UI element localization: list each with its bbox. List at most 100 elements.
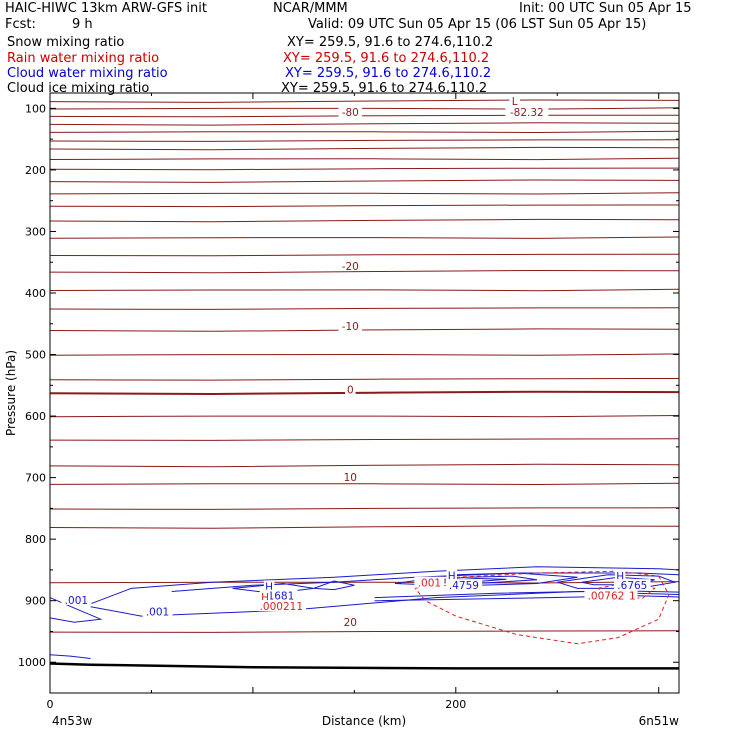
y-tick-label: 300 xyxy=(25,225,46,238)
temperature-label-bg xyxy=(341,616,359,628)
cloud-water-label-bg xyxy=(263,580,275,592)
cloud-water-label-bg xyxy=(61,593,92,605)
temperature-contour xyxy=(49,253,680,257)
header-init: Init: 00 UTC Sun 05 Apr 15 xyxy=(519,1,692,16)
cloud-water-label-bg xyxy=(614,569,626,581)
x-endpoint-left: 4n53w xyxy=(52,714,93,728)
temperature-contour xyxy=(49,218,680,223)
temperature-contour xyxy=(49,107,680,110)
y-tick-label: 900 xyxy=(25,595,46,608)
header-title: HAIC-HIWC 13km ARW-GFS init xyxy=(5,1,207,16)
rain-water-label-bg xyxy=(584,589,628,601)
rain-water-label: 1 xyxy=(629,591,636,603)
cloud-water-label: .001 xyxy=(65,595,88,607)
cloud-water-label-bg xyxy=(446,569,457,581)
temperature-contour xyxy=(49,204,680,208)
temperature-label: 20 xyxy=(344,617,357,629)
cloud-water-label: .1681 xyxy=(264,591,294,603)
temperature-contour xyxy=(49,353,680,356)
temperature-contour xyxy=(49,525,680,529)
y-tick-label: 1000 xyxy=(18,656,46,669)
temperature-label-bg xyxy=(345,383,356,395)
cloud-water-label: .4759 xyxy=(449,580,479,592)
rain-water-label: .001 xyxy=(418,578,441,590)
temperature-contour xyxy=(49,179,680,183)
x-endpoint-right: 6n51w xyxy=(639,714,680,728)
y-tick-label: 800 xyxy=(25,533,46,546)
temperature-contours xyxy=(49,99,680,633)
cloud-water-label: .001 xyxy=(146,607,169,619)
cloud-water-label-bg xyxy=(142,605,173,617)
temperature-contour xyxy=(49,438,680,441)
temperature-contour xyxy=(49,122,680,126)
header-fcst-value: 9 h xyxy=(72,17,93,32)
cloud-water-contour xyxy=(374,595,680,602)
field-rain-xy: XY= 259.5, 91.6 to 274.6,110.2 xyxy=(283,51,490,66)
temperature-contour xyxy=(49,630,680,633)
header-valid: Valid: 09 UTC Sun 05 Apr 15 (06 LST Sun … xyxy=(308,17,647,32)
rain-water-label-bg xyxy=(627,589,638,601)
rain-water-label: .000211 xyxy=(260,601,303,613)
field-cloudice-name: Cloud ice mixing ratio xyxy=(7,81,150,96)
cloud-water-contour xyxy=(374,590,680,599)
temperature-label-bg xyxy=(338,105,363,117)
temperature-contour xyxy=(49,99,680,103)
temperature-contour xyxy=(49,157,680,161)
temperature-contour xyxy=(49,236,680,239)
cloud-water-label: .6765 xyxy=(617,580,647,592)
x-tick-label: 200 xyxy=(445,698,466,711)
field-snow-xy: XY= 259.5, 91.6 to 274.6,110.2 xyxy=(287,35,494,50)
field-snow-name: Snow mixing ratio xyxy=(7,35,125,50)
temperature-contour xyxy=(49,415,680,418)
cloud-water-contour xyxy=(313,580,355,591)
cloud-water-label: H xyxy=(616,571,624,583)
temperature-label: -80 xyxy=(342,107,359,119)
temperature-label: -10 xyxy=(342,321,359,333)
y-axis-title: Pressure (hPa) xyxy=(4,350,18,436)
cloud-water-label: H xyxy=(448,570,456,582)
cloud-water-contour xyxy=(49,654,91,659)
field-cloudwater-xy: XY= 259.5, 91.6 to 274.6,110.2 xyxy=(285,66,492,81)
y-tick-label: 600 xyxy=(25,410,46,423)
y-tick-label: 100 xyxy=(25,102,46,115)
temperature-label: -20 xyxy=(342,261,359,273)
y-tick-label: 700 xyxy=(25,472,46,485)
temperature-contour xyxy=(49,482,680,486)
temperature-contour xyxy=(49,328,680,332)
temperature-label-bg xyxy=(338,320,363,332)
x-tick-label: 0 xyxy=(47,698,54,711)
cloud-water-label-bg xyxy=(261,589,298,601)
rain-water-label-bg xyxy=(256,600,307,612)
temperature-label: 0 xyxy=(347,384,354,396)
field-cloudwater-name: Cloud water mixing ratio xyxy=(7,66,168,81)
plot-frame xyxy=(49,92,680,694)
field-cloudice-xy: XY= 259.5, 91.6 to 274.6,110.2 xyxy=(281,81,488,96)
cloud-water-label: H xyxy=(265,581,273,593)
terrain-line xyxy=(49,662,679,670)
cloud-water-label-bg xyxy=(614,579,651,591)
rain-water-contour xyxy=(597,581,656,599)
temperature-contour xyxy=(49,146,680,151)
temperature-label-bg xyxy=(338,259,363,271)
y-tick-label: 200 xyxy=(25,164,46,177)
cloud-water-contour xyxy=(557,574,677,589)
rain-water-contours xyxy=(414,570,670,645)
cloud-water-contour xyxy=(90,566,680,605)
rain-water-label-bg xyxy=(414,576,445,588)
temperature-contour xyxy=(49,114,680,118)
x-axis-title: Distance (km) xyxy=(322,714,406,728)
temperature-label: L xyxy=(512,96,518,108)
cloud-water-label-bg xyxy=(445,579,483,591)
temperature-contour xyxy=(49,463,680,468)
rain-water-label-bg xyxy=(259,590,271,602)
temperature-contour xyxy=(49,307,680,310)
contour-labels: -80 -82.32L-20-1001020.001.001H.1681H.475… xyxy=(61,94,651,629)
y-tick-label: 400 xyxy=(25,287,46,300)
temperature-contour xyxy=(49,192,680,195)
field-rain-name: Rain water mixing ratio xyxy=(7,51,160,66)
temperature-contour xyxy=(49,378,680,381)
temperature-contour xyxy=(49,139,680,142)
header-fcst-label: Fcst: xyxy=(5,17,36,32)
